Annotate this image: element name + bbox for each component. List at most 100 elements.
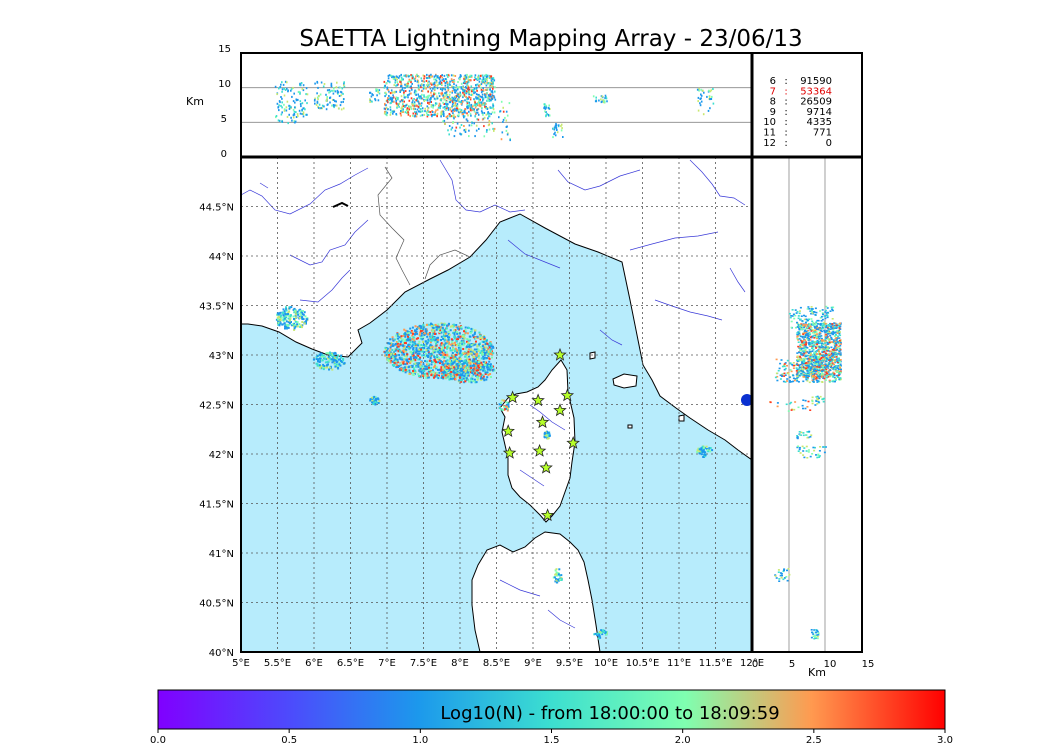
altitude-source-mark — [396, 84, 398, 87]
lightning-source-mark — [427, 365, 430, 368]
lightning-source-mark — [394, 349, 397, 352]
altitude-source-mark — [485, 76, 488, 78]
side-source-mark — [823, 374, 826, 377]
altitude-source-mark — [492, 103, 494, 106]
altitude-source-mark — [696, 88, 699, 91]
altitude-source-mark — [411, 77, 414, 80]
lightning-source-mark — [702, 448, 705, 451]
lightning-source-mark — [443, 333, 446, 336]
altitude-source-mark — [463, 79, 466, 82]
lightning-source-mark — [416, 332, 418, 335]
altitude-source-mark — [281, 101, 283, 104]
side-source-mark — [818, 357, 821, 360]
altitude-source-mark — [426, 105, 429, 108]
station-star-icon — [539, 460, 553, 474]
altitude-source-mark — [340, 94, 343, 97]
side-source-mark — [839, 361, 841, 363]
side-source-mark — [803, 358, 806, 361]
altitude-source-mark — [435, 81, 438, 84]
lightning-source-mark — [414, 329, 416, 332]
lightning-source-mark — [293, 322, 296, 325]
altitude-source-mark — [543, 106, 546, 109]
side-source-mark — [811, 347, 813, 350]
side-source-mark — [817, 360, 820, 363]
lightning-source-mark — [440, 322, 443, 325]
altitude-source-mark — [466, 83, 469, 86]
lightning-source-mark — [402, 334, 405, 337]
altitude-source-mark — [481, 78, 484, 81]
altitude-source-mark — [425, 80, 428, 82]
side-source-mark — [838, 331, 841, 333]
lightning-source-mark — [409, 338, 412, 341]
lightning-source-mark — [466, 340, 468, 343]
lightning-source-mark — [396, 342, 399, 345]
altitude-source-mark — [562, 136, 564, 138]
altitude-source-mark — [416, 108, 419, 111]
lightning-source-mark — [427, 351, 430, 354]
altitude-source-mark — [486, 99, 489, 102]
altitude-source-mark — [406, 85, 409, 87]
side-source-mark — [804, 336, 806, 338]
side-source-mark — [801, 363, 804, 366]
side-source-mark — [800, 326, 803, 329]
altitude-source-mark — [433, 97, 436, 100]
lightning-source-mark — [451, 363, 454, 365]
altitude-source-mark — [473, 92, 475, 95]
lightning-source-mark — [440, 366, 443, 369]
side-source-mark — [825, 366, 828, 369]
lightning-source-mark — [460, 380, 463, 383]
altitude-source-mark — [457, 86, 460, 89]
side-source-mark — [810, 342, 813, 344]
altitude-source-mark — [447, 75, 449, 78]
lightning-source-mark — [443, 356, 446, 359]
altitude-source-mark — [283, 103, 285, 106]
lightning-source-mark — [470, 361, 473, 364]
altitude-source-mark — [471, 105, 474, 108]
altitude-source-mark — [458, 100, 460, 103]
station-star-icon — [553, 403, 567, 417]
station-count-separator: : — [784, 107, 787, 118]
side-source-mark — [796, 375, 799, 378]
side-source-mark — [836, 349, 839, 351]
lightning-source-mark — [488, 360, 491, 363]
lightning-source-mark — [275, 318, 278, 321]
altitude-source-mark — [336, 89, 339, 92]
station-count-separator: : — [784, 138, 787, 149]
altitude-source-mark — [445, 94, 448, 97]
altitude-source-mark — [274, 85, 277, 88]
altitude-source-mark — [700, 88, 702, 91]
lightning-source-mark — [447, 346, 450, 349]
station-count-value: 9714 — [807, 107, 832, 118]
side-source-mark — [818, 352, 821, 354]
altitude-source-mark — [429, 98, 431, 101]
altitude-source-mark — [428, 76, 431, 79]
altitude-source-mark — [299, 84, 301, 87]
altitude-source-mark — [493, 79, 496, 82]
lightning-source-mark — [288, 307, 291, 310]
lightning-source-mark — [321, 354, 324, 356]
altitude-source-mark — [417, 93, 419, 96]
side-source-mark — [801, 327, 804, 330]
side-source-mark — [807, 319, 809, 322]
altitude-source-mark — [478, 103, 481, 106]
altitude-source-mark — [286, 100, 289, 103]
altitude-source-mark — [405, 83, 408, 86]
lightning-source-mark — [487, 350, 490, 353]
lightning-source-mark — [448, 322, 450, 325]
altitude-source-mark — [407, 109, 409, 112]
altitude-source-mark — [601, 100, 603, 103]
altitude-source-mark — [304, 108, 306, 111]
altitude-source-mark — [421, 107, 424, 110]
altitude-source-mark — [477, 78, 480, 81]
altitude-source-mark — [433, 93, 435, 96]
lightning-source-mark — [332, 360, 335, 363]
side-source-mark — [819, 353, 822, 355]
lightning-source-mark — [477, 356, 480, 359]
altitude-source-mark — [442, 78, 445, 81]
side-source-mark — [830, 346, 833, 349]
lightning-source-mark — [466, 367, 469, 370]
altitude-source-mark — [474, 103, 476, 106]
side-source-mark — [835, 360, 838, 362]
lightning-source-mark — [435, 367, 438, 370]
lightning-source-mark — [401, 351, 403, 354]
